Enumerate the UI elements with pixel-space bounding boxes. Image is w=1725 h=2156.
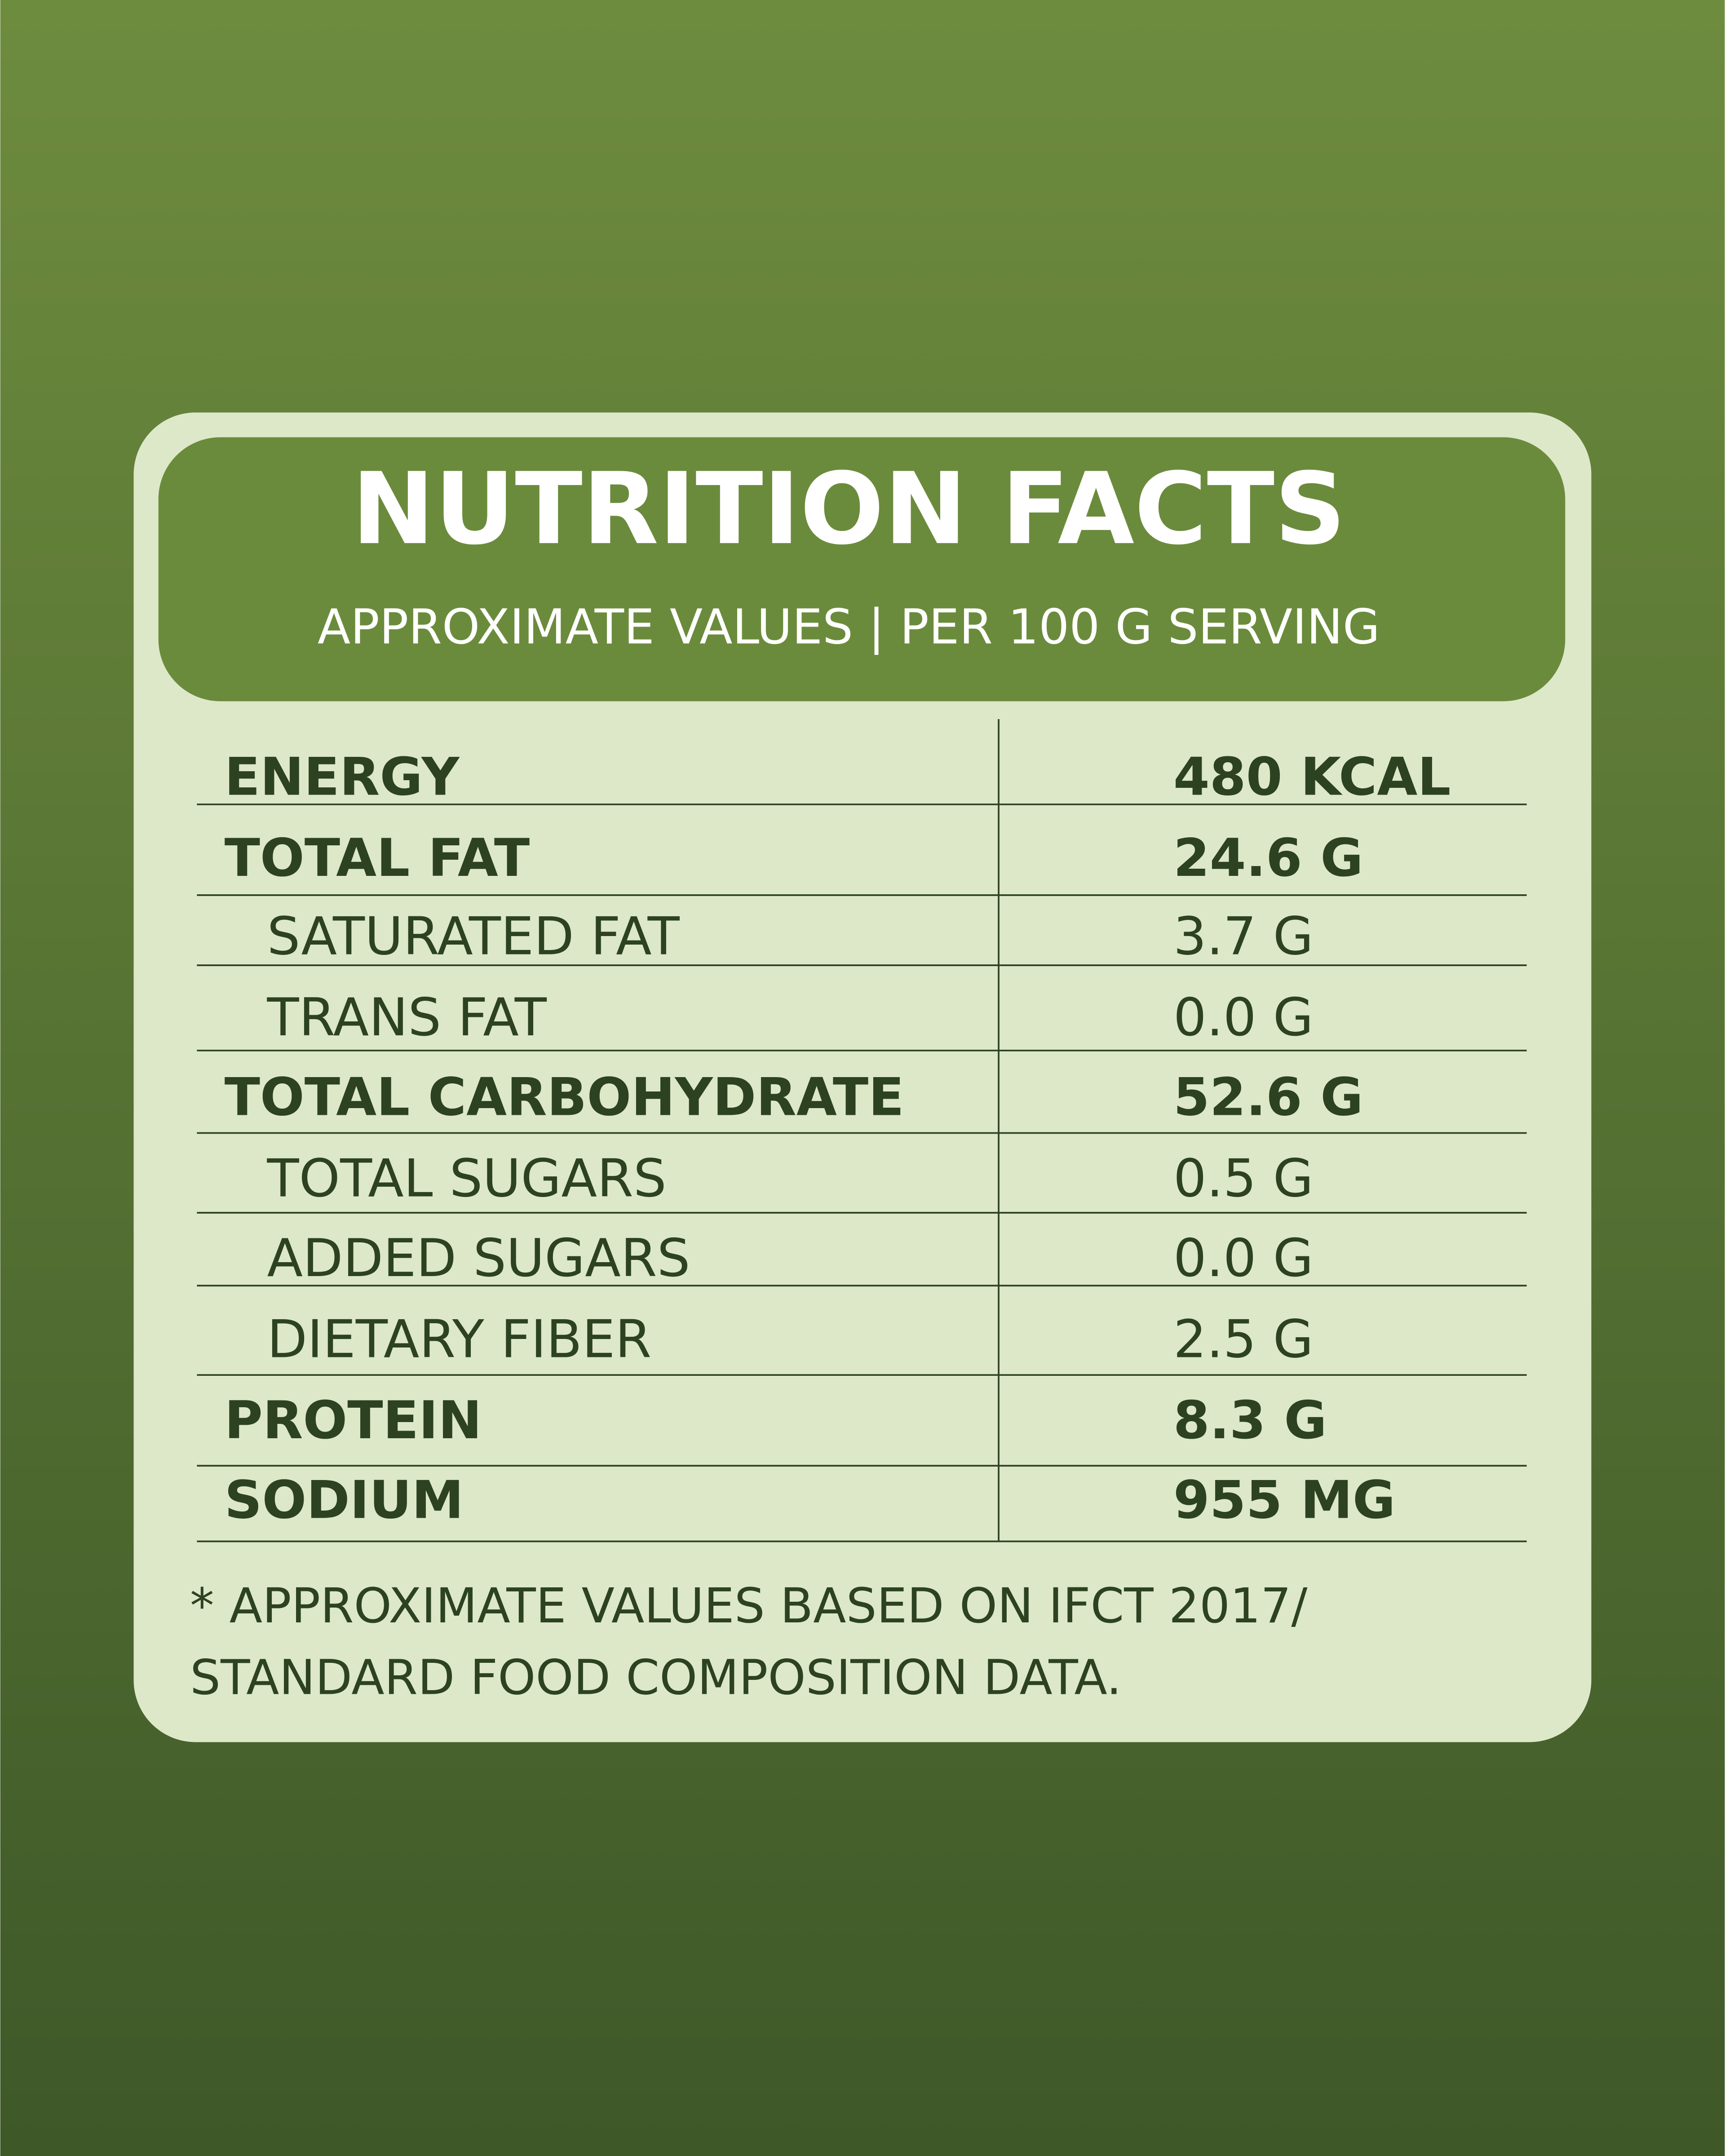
header-box bbox=[158, 437, 1566, 702]
subtitle: APPROXIMATE VALUES | PER 100 G SERVING bbox=[318, 600, 1380, 655]
nutrient-name: ENERGY bbox=[225, 747, 460, 807]
title: NUTRITION FACTS bbox=[352, 451, 1346, 566]
nutrient-name: TOTAL CARBOHYDRATE bbox=[225, 1067, 904, 1128]
nutrient-amount: 0.0 G bbox=[1173, 987, 1314, 1048]
nutrient-name: TOTAL FAT bbox=[225, 828, 530, 888]
nutrient-name: SATURATED FAT bbox=[267, 906, 680, 967]
nutrient-amount: 2.5 G bbox=[1173, 1309, 1314, 1370]
nutrient-amount: 3.7 G bbox=[1173, 906, 1314, 967]
nutrient-name: ADDED SUGARS bbox=[267, 1228, 690, 1289]
nutrient-amount: 955 MG bbox=[1173, 1470, 1396, 1531]
nutrient-name: SODIUM bbox=[225, 1470, 464, 1531]
nutrient-name: DIETARY FIBER bbox=[267, 1309, 651, 1370]
nutrient-amount: 24.6 G bbox=[1173, 828, 1363, 888]
table: ENERGY 480 KCAL TOTAL FAT 24.6 G SATURATED F… bbox=[197, 747, 1527, 1542]
nutrient-name: TOTAL SUGARS bbox=[266, 1148, 666, 1209]
card bbox=[133, 412, 1592, 1742]
footnote-line: STANDARD FOOD COMPOSITION DATA. bbox=[190, 1650, 1122, 1705]
nutrient-amount: 52.6 G bbox=[1173, 1067, 1363, 1128]
nutrient-amount: 8.3 G bbox=[1173, 1390, 1327, 1451]
nutrient-amount: 0.5 G bbox=[1173, 1148, 1314, 1209]
nutrient-amount: 0.0 G bbox=[1173, 1228, 1314, 1289]
nutrient-name: TRANS FAT bbox=[266, 987, 547, 1048]
nutrient-amount: 480 KCAL bbox=[1173, 747, 1451, 807]
footnote-line: * APPROXIMATE VALUES BASED ON IFCT 2017/ bbox=[190, 1578, 1308, 1634]
nutrient-name: PROTEIN bbox=[225, 1390, 482, 1451]
